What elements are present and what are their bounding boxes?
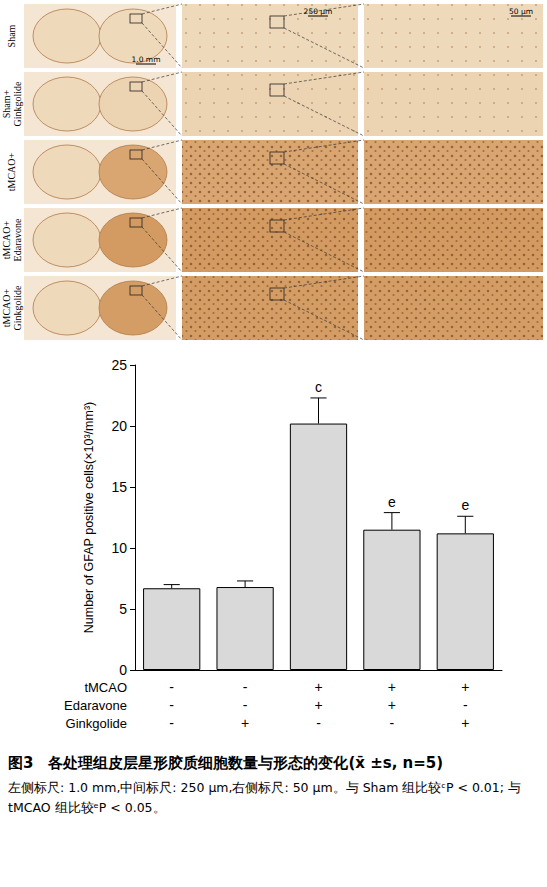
svg-text:-: - [390, 715, 395, 731]
svg-text:1.0 mm: 1.0 mm [132, 55, 161, 64]
svg-text:+: + [388, 697, 396, 713]
svg-text:50 μm: 50 μm [509, 7, 533, 16]
svg-text:tMCAO+Ginkgolide: tMCAO+Ginkgolide [1, 285, 23, 331]
svg-text:-: - [169, 679, 174, 695]
svg-text:Edaravone: Edaravone [64, 698, 127, 713]
svg-text:+: + [241, 715, 249, 731]
svg-text:Ginkgolide: Ginkgolide [66, 716, 127, 731]
svg-text:20: 20 [111, 418, 127, 434]
svg-text:+: + [461, 679, 469, 695]
svg-text:+: + [314, 697, 322, 713]
svg-text:Sham+Ginkgolide: Sham+Ginkgolide [1, 81, 23, 127]
svg-text:tMCAO+Edaravone: tMCAO+Edaravone [1, 218, 23, 261]
svg-text:10: 10 [111, 540, 127, 556]
html-text:左侧标尺: 1.0 mm,中间标尺: 250 μm,右侧标尺: 左侧标尺: 1.0 mm,中间标尺: 250 μm,右侧标尺: 50 μm。与 … [8, 780, 521, 815]
svg-text:-: - [463, 697, 468, 713]
svg-text:250 μm: 250 μm [304, 7, 333, 16]
svg-text:Sham: Sham [6, 24, 17, 47]
svg-text:e: e [461, 497, 469, 513]
svg-text:tMCAO+: tMCAO+ [6, 152, 17, 191]
html-text:图3 各处理组皮层星形胶质细胞数量与形态的变化(x̄ ±s,: 图3 各处理组皮层星形胶质细胞数量与形态的变化(x̄ ±s, n=5) [8, 754, 444, 772]
svg-text:-: - [169, 715, 174, 731]
svg-text:tMCAO: tMCAO [84, 680, 127, 695]
svg-text:e: e [388, 494, 396, 510]
svg-text:+: + [314, 679, 322, 695]
svg-text:25: 25 [111, 357, 127, 373]
svg-text:-: - [243, 697, 248, 713]
svg-text:-: - [243, 679, 248, 695]
svg-text:-: - [316, 715, 321, 731]
svg-text:-: - [169, 697, 174, 713]
svg-text:c: c [315, 379, 322, 395]
svg-text:15: 15 [111, 479, 127, 495]
svg-text:+: + [461, 715, 469, 731]
svg-text:+: + [388, 679, 396, 695]
svg-text:Number of GFAP positive cells(: Number of GFAP positive cells(×10³/mm³) [82, 402, 96, 633]
svg-text:5: 5 [119, 601, 127, 617]
svg-text:0: 0 [119, 662, 127, 678]
